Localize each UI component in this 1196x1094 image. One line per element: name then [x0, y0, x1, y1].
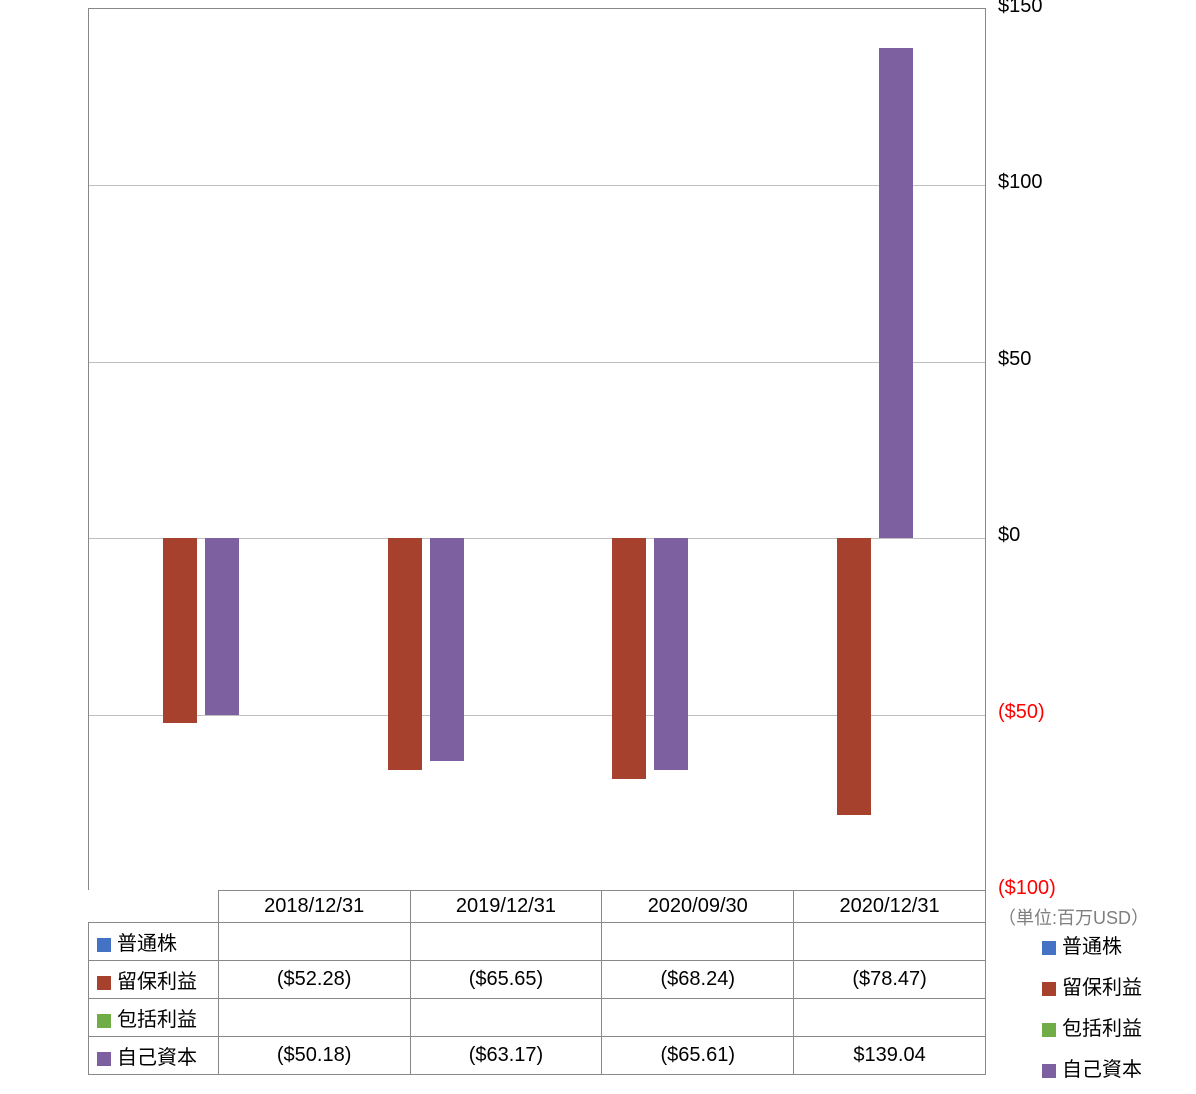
- bar-retained_earnings: [612, 538, 646, 779]
- legend-item: 自己資本: [1042, 1053, 1142, 1082]
- data-cell: [602, 923, 794, 961]
- bar-retained_earnings: [837, 538, 871, 815]
- table-corner-cell: [89, 891, 219, 923]
- category-header: 2020/12/31: [794, 891, 986, 923]
- bar-retained_earnings: [163, 538, 197, 722]
- series-label-cell: 留保利益: [89, 961, 219, 999]
- series-label-cell: 普通株: [89, 923, 219, 961]
- data-cell: ($68.24): [602, 961, 794, 999]
- legend-label: 自己資本: [1062, 1059, 1142, 1081]
- data-cell: ($50.18): [218, 1037, 410, 1075]
- series-label: 自己資本: [117, 1047, 197, 1069]
- bar-total_equity: [654, 538, 688, 769]
- chart-plot-area: [88, 8, 986, 890]
- y-tick-label: ($100): [998, 877, 1056, 900]
- y-tick-label: $100: [998, 171, 1043, 194]
- comprehensive-marker-icon: [97, 1014, 111, 1028]
- data-cell: [602, 999, 794, 1037]
- y-tick-label: ($50): [998, 701, 1045, 724]
- data-cell: [410, 923, 602, 961]
- data-cell: [218, 923, 410, 961]
- unit-label: （単位:百万USD）: [998, 904, 1149, 930]
- series-label: 包括利益: [117, 1009, 197, 1031]
- data-cell: ($52.28): [218, 961, 410, 999]
- data-table: 2018/12/312019/12/312020/09/302020/12/31…: [88, 890, 986, 1075]
- legend-item: 包括利益: [1042, 1012, 1142, 1041]
- table-row: 普通株: [89, 923, 986, 961]
- series-label-cell: 包括利益: [89, 999, 219, 1037]
- retained_earnings-marker-icon: [1042, 982, 1056, 996]
- table-row: 自己資本 ($50.18)($63.17)($65.61)$139.04: [89, 1037, 986, 1075]
- legend-label: 包括利益: [1062, 1018, 1142, 1040]
- y-tick-label: $150: [998, 0, 1043, 18]
- series-label: 留保利益: [117, 971, 197, 993]
- bar-total_equity: [430, 538, 464, 761]
- category-header: 2018/12/31: [218, 891, 410, 923]
- gridline: [89, 185, 985, 186]
- y-tick-label: $0: [998, 524, 1020, 547]
- data-cell: ($65.61): [602, 1037, 794, 1075]
- comprehensive-marker-icon: [1042, 1023, 1056, 1037]
- series-label-cell: 自己資本: [89, 1037, 219, 1075]
- right-legend: 普通株留保利益包括利益自己資本: [1042, 930, 1142, 1094]
- category-header: 2020/09/30: [602, 891, 794, 923]
- data-cell: ($65.65): [410, 961, 602, 999]
- category-header: 2019/12/31: [410, 891, 602, 923]
- legend-label: 留保利益: [1062, 977, 1142, 999]
- data-cell: [218, 999, 410, 1037]
- data-cell: [410, 999, 602, 1037]
- data-cell: [794, 999, 986, 1037]
- legend-item: 普通株: [1042, 930, 1142, 959]
- table-row: 包括利益: [89, 999, 986, 1037]
- bar-retained_earnings: [388, 538, 422, 770]
- y-tick-label: $50: [998, 348, 1031, 371]
- bar-total_equity: [879, 48, 913, 539]
- total_equity-marker-icon: [97, 1052, 111, 1066]
- common_stock-marker-icon: [97, 938, 111, 952]
- series-label: 普通株: [117, 933, 177, 955]
- data-cell: ($63.17): [410, 1037, 602, 1075]
- common_stock-marker-icon: [1042, 941, 1056, 955]
- bar-total_equity: [205, 538, 239, 715]
- data-cell: ($78.47): [794, 961, 986, 999]
- data-cell: $139.04: [794, 1037, 986, 1075]
- data-cell: [794, 923, 986, 961]
- legend-item: 留保利益: [1042, 971, 1142, 1000]
- retained_earnings-marker-icon: [97, 976, 111, 990]
- table-row: 留保利益 ($52.28)($65.65)($68.24)($78.47): [89, 961, 986, 999]
- legend-label: 普通株: [1062, 936, 1122, 958]
- gridline: [89, 362, 985, 363]
